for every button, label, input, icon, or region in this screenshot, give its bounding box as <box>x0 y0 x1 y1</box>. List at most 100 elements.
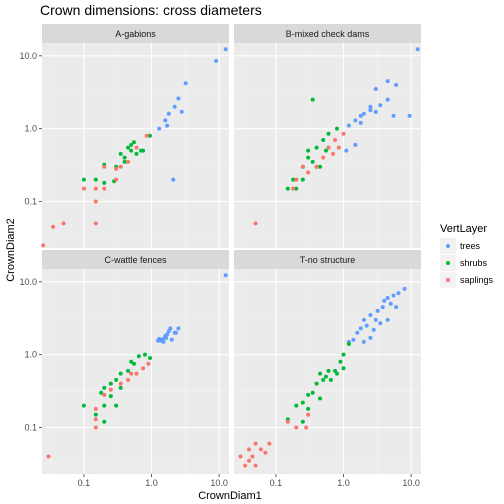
data-point-shrubs <box>323 374 328 379</box>
data-point-trees <box>378 103 383 108</box>
data-point-shrubs <box>131 361 136 366</box>
data-point-shrubs <box>99 390 104 395</box>
data-point-trees <box>173 330 178 335</box>
legend-label: saplings <box>460 275 494 285</box>
data-point-saplings <box>93 417 98 422</box>
data-point-saplings <box>134 371 139 376</box>
data-point-shrubs <box>291 177 296 182</box>
data-point-shrubs <box>285 186 290 191</box>
facet-panels: A-gabions 0.1 1.0 10.0 B-mixed check dams C-w… <box>19 24 421 488</box>
data-point-shrubs <box>310 97 315 102</box>
x-tick-label: 1.0 <box>337 478 350 488</box>
data-point-trees <box>355 330 360 335</box>
data-point-saplings <box>291 186 296 191</box>
data-point-shrubs <box>300 177 305 182</box>
data-point-shrubs <box>294 403 299 408</box>
data-point-shrubs <box>318 371 323 376</box>
facet-strip-label: B-mixed check dams <box>286 29 370 39</box>
data-point-saplings <box>246 447 251 452</box>
data-point-saplings <box>326 145 331 150</box>
facet-strip <box>234 24 421 43</box>
data-point-shrubs <box>102 419 107 424</box>
legend-swatch <box>446 261 450 265</box>
data-point-shrubs <box>142 352 147 357</box>
data-point-trees <box>415 47 420 52</box>
data-point-saplings <box>118 164 123 169</box>
data-point-trees <box>358 113 363 118</box>
data-point-trees <box>361 111 366 116</box>
data-point-shrubs <box>122 155 127 160</box>
data-point-trees <box>214 58 219 63</box>
y-tick-label: 1.0 <box>24 350 37 360</box>
data-point-trees <box>156 338 161 343</box>
data-point-saplings <box>102 186 107 191</box>
data-point-shrubs <box>129 142 134 147</box>
data-point-shrubs <box>81 177 86 182</box>
data-point-shrubs <box>318 164 323 169</box>
panel-background <box>42 43 229 248</box>
data-point-saplings <box>61 221 66 226</box>
data-point-saplings <box>102 164 107 169</box>
data-point-shrubs <box>141 148 146 153</box>
data-point-shrubs <box>81 403 86 408</box>
legend-label: shrubs <box>460 258 488 268</box>
data-point-shrubs <box>136 354 141 359</box>
data-point-trees <box>344 148 349 153</box>
data-point-saplings <box>306 170 311 175</box>
data-point-saplings <box>118 381 123 386</box>
data-point-trees <box>353 118 358 123</box>
data-point-shrubs <box>338 359 343 364</box>
data-point-trees <box>394 82 399 87</box>
data-point-saplings <box>250 454 255 459</box>
data-point-shrubs <box>126 145 131 150</box>
data-point-shrubs <box>118 371 123 376</box>
data-point-trees <box>351 337 356 342</box>
facet-panel: B-mixed check dams <box>234 24 421 248</box>
legend: VertLayer trees shrubs saplings <box>440 223 494 288</box>
data-point-trees <box>172 104 177 109</box>
data-point-trees <box>179 109 184 114</box>
data-point-shrubs <box>126 368 131 373</box>
data-point-saplings <box>253 441 258 446</box>
y-tick-label: 10.0 <box>19 277 37 287</box>
data-point-shrubs <box>341 366 346 371</box>
data-point-trees <box>371 327 376 332</box>
data-point-saplings <box>81 186 86 191</box>
data-point-saplings <box>51 224 56 229</box>
data-point-saplings <box>93 406 98 411</box>
facet-strip-label: C-wattle fences <box>104 255 167 265</box>
y-tick-label: 1.0 <box>24 124 37 134</box>
data-point-shrubs <box>108 394 113 399</box>
data-point-saplings <box>336 145 341 150</box>
data-point-trees <box>385 317 390 322</box>
data-point-shrubs <box>129 148 134 153</box>
data-point-trees <box>368 335 373 340</box>
data-point-shrubs <box>134 151 139 156</box>
x-tick-label: 0.1 <box>78 478 91 488</box>
data-point-saplings <box>134 145 139 150</box>
data-point-trees <box>164 335 169 340</box>
data-point-saplings <box>294 425 299 430</box>
data-point-saplings <box>114 166 119 171</box>
data-point-shrubs <box>108 381 113 386</box>
panel-background <box>42 269 229 474</box>
data-point-shrubs <box>300 400 305 405</box>
data-point-saplings <box>258 447 263 452</box>
data-point-shrubs <box>102 385 107 390</box>
y-tick-label: 0.1 <box>24 197 37 207</box>
data-point-trees <box>382 298 387 303</box>
data-point-shrubs <box>306 392 311 397</box>
data-point-saplings <box>93 425 98 430</box>
data-point-trees <box>361 339 366 344</box>
data-point-saplings <box>331 151 336 156</box>
data-point-shrubs <box>321 137 326 142</box>
data-point-saplings <box>129 371 134 376</box>
legend-title: VertLayer <box>440 223 487 235</box>
data-point-shrubs <box>323 148 328 153</box>
data-point-shrubs <box>328 377 333 382</box>
data-point-shrubs <box>314 381 319 386</box>
data-point-trees <box>346 123 351 128</box>
data-point-shrubs <box>334 371 339 376</box>
data-point-trees <box>388 301 393 306</box>
